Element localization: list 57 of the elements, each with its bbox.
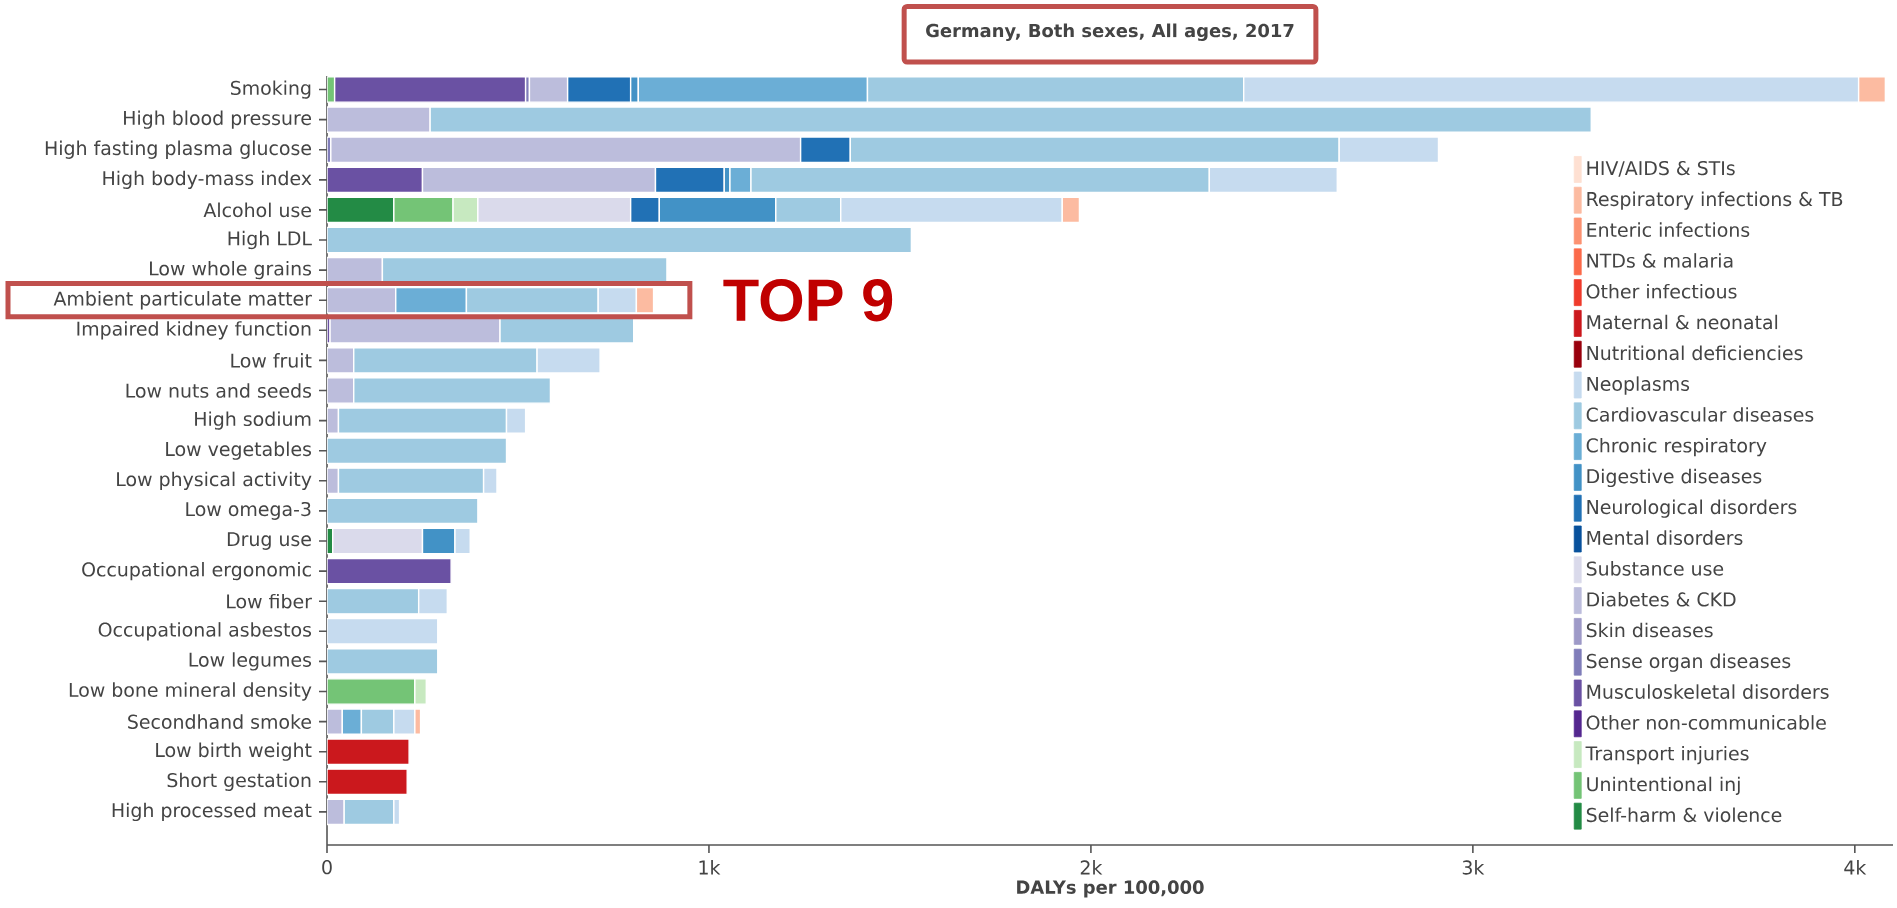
legend-label: Unintentional inj: [1587, 776, 1740, 796]
y-tick-label: Secondhand smoke: [128, 714, 312, 729]
y-tick-label: Low legumes: [189, 652, 312, 671]
legend-label: Musculoskeletal disorders: [1587, 684, 1829, 699]
legend-label: Transport injuries: [1585, 745, 1749, 765]
bar: [327, 768, 408, 796]
y-tick-label: High sodium: [195, 411, 311, 430]
y-tick-label: Short gestation: [167, 772, 311, 791]
y-tick-label: Low omega-3: [186, 501, 311, 520]
y-tick-label: High blood pressure: [124, 110, 311, 129]
y-tick-label: High body-mass index: [103, 170, 312, 189]
y-tick-label: Occupational asbestos: [98, 622, 312, 641]
x-tick-label: 3k: [1462, 860, 1485, 875]
legend-label: Chronic respiratory: [1586, 437, 1767, 457]
legend-label: Nutritional deficiencies: [1587, 345, 1803, 361]
legend-label: Mental disorders: [1587, 530, 1743, 545]
y-tick-label: Low whole grains: [150, 260, 312, 280]
y-tick-label: Occupational ergonomic: [82, 561, 311, 581]
legend-label: Self-harm & violence: [1586, 807, 1782, 823]
legend-label: Substance use: [1586, 561, 1724, 576]
y-tick-label: Low fiber: [227, 593, 312, 609]
annotation: TOP 9: [723, 279, 893, 322]
y-tick-label: High processed meat: [112, 802, 312, 822]
legend-label: Sense organ diseases: [1586, 653, 1791, 672]
legend-label: NTDs & malaria: [1587, 253, 1733, 268]
x-tick-label: 2k: [1080, 860, 1103, 875]
legend-label: Other infectious: [1586, 283, 1737, 299]
y-tick-label: Low physical activity: [117, 471, 312, 490]
y-tick-label: Low nuts and seeds: [126, 383, 312, 398]
legend-label: Neurological disorders: [1587, 499, 1797, 518]
legend-label: Maternal & neonatal: [1587, 314, 1778, 330]
legend-label: Diabetes & CKD: [1587, 591, 1736, 607]
chart-title: Germany, Both sexes, All ages, 2017: [926, 23, 1294, 41]
y-tick-label: Low vegetables: [166, 441, 312, 460]
legend-label: Neoplasms: [1587, 376, 1690, 395]
legend-label: Enteric infections: [1587, 222, 1750, 238]
legend-label: Skin diseases: [1586, 622, 1713, 638]
y-tick-label: Smoking: [230, 80, 311, 99]
legend-label: Digestive diseases: [1587, 468, 1762, 488]
legend-label: HIV/AIDS & STIs: [1587, 160, 1735, 177]
y-tick-label: Low bone mineral density: [69, 682, 312, 701]
y-tick-label: Alcohol use: [203, 202, 311, 218]
y-tick-label: Impaired kidney function: [77, 321, 311, 340]
bar: [327, 738, 410, 766]
x-tick-label: 1k: [699, 860, 721, 875]
legend-label: Cardiovascular diseases: [1586, 407, 1814, 422]
y-tick-label: Low fruit: [231, 353, 312, 368]
x-tick-label: 0: [322, 860, 332, 875]
legend-label: Other non-communicable: [1586, 715, 1826, 730]
y-tick-label: Drug use: [227, 532, 311, 550]
y-tick-label: Ambient particulate matter: [53, 291, 312, 310]
y-tick-label: Low birth weight: [156, 742, 312, 761]
y-tick-label: High fasting plasma glucose: [45, 140, 312, 159]
legend-label: Respiratory infections & TB: [1587, 191, 1843, 210]
y-tick-label: High LDL: [228, 230, 312, 250]
x-axis-title: DALYs per 100,000: [1017, 880, 1204, 898]
x-tick-label: 4k: [1844, 860, 1867, 875]
